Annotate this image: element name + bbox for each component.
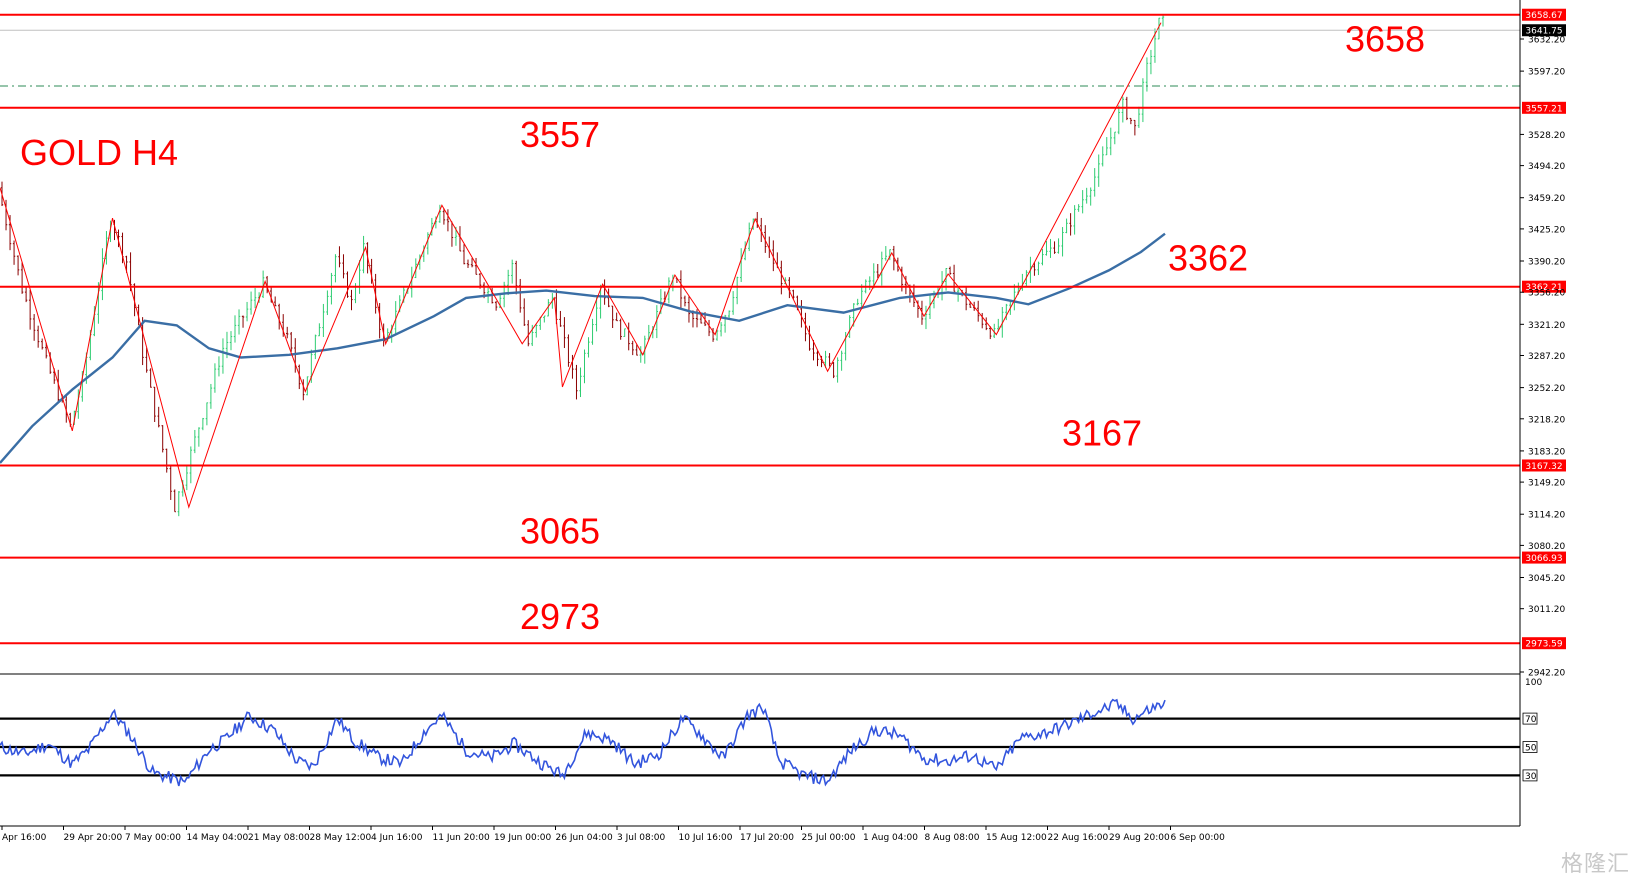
rsi-level-label: 70 xyxy=(1525,715,1537,725)
level-price-tag xyxy=(1522,551,1566,564)
level-price-tag-text: 2973.59 xyxy=(1525,640,1562,650)
y-tick-label: 3252.20 xyxy=(1528,384,1565,394)
x-tick-label: 29 Aug 20:00 xyxy=(1109,833,1170,843)
y-tick-label: 2942.20 xyxy=(1528,669,1565,679)
y-tick-label: 3218.20 xyxy=(1528,415,1565,425)
y-tick-label: 3183.20 xyxy=(1528,447,1565,457)
x-tick-label: 15 Aug 12:00 xyxy=(986,833,1047,843)
level-price-tag-text: 3167.32 xyxy=(1525,462,1562,472)
level-price-tag xyxy=(1522,637,1566,650)
x-tick-label: 22 Aug 16:00 xyxy=(1048,833,1109,843)
rsi-max-label: 100 xyxy=(1525,678,1542,688)
level-price-tag xyxy=(1522,101,1566,114)
level-price-tag xyxy=(1522,8,1566,21)
watermark-logo: 格隆汇 xyxy=(1560,852,1630,877)
level-price-tag-text: 3557.21 xyxy=(1525,104,1562,114)
x-tick-label: 8 Aug 08:00 xyxy=(925,833,980,843)
y-tick-label: 3321.20 xyxy=(1528,321,1565,331)
y-tick-label: 3114.20 xyxy=(1528,511,1565,521)
chart-title: GOLD H4 xyxy=(20,132,178,173)
y-tick-label: 3390.20 xyxy=(1528,258,1565,268)
x-tick-label: 25 Jul 00:00 xyxy=(802,833,856,843)
level-label: 3065 xyxy=(520,511,600,552)
x-tick-label: 14 May 04:00 xyxy=(187,833,249,843)
rsi-level-tag xyxy=(1522,741,1538,753)
level-price-tag-text: 3362.21 xyxy=(1525,283,1562,293)
level-price-tag xyxy=(1522,280,1566,293)
rsi-line xyxy=(0,698,1166,787)
level-price-tag xyxy=(1522,459,1566,472)
x-tick-label: Apr 16:00 xyxy=(2,833,47,843)
x-tick-label: 11 Jun 20:00 xyxy=(433,833,490,843)
level-label: 3557 xyxy=(520,114,600,155)
main-price-pane[interactable]: 3658 3557 3362 3167 3065 2973 xyxy=(0,13,1520,675)
rsi-level-label: 50 xyxy=(1525,744,1537,754)
x-tick-label: 19 Jun 00:00 xyxy=(494,833,551,843)
level-label: 3167 xyxy=(1062,412,1142,453)
y-tick-label: 3528.20 xyxy=(1528,131,1565,141)
x-tick-label: 29 Apr 20:00 xyxy=(64,833,123,843)
level-price-tag-text: 3066.93 xyxy=(1525,554,1562,564)
x-tick-label: 7 May 00:00 xyxy=(125,833,181,843)
y-tick-label: 3149.20 xyxy=(1528,479,1565,489)
level-label: 3658 xyxy=(1345,19,1425,60)
x-tick-label: 4 Jun 16:00 xyxy=(371,833,423,843)
level-label: 3362 xyxy=(1168,238,1248,279)
y-tick-label: 3632.20 xyxy=(1528,36,1565,46)
y-tick-label: 3045.20 xyxy=(1528,574,1565,584)
y-tick-label: 3287.20 xyxy=(1528,352,1565,362)
x-tick-label: 3 Jul 08:00 xyxy=(617,833,666,843)
x-tick-label: 28 May 12:00 xyxy=(310,833,372,843)
zigzag-line xyxy=(0,22,1162,509)
y-tick-label: 3494.20 xyxy=(1528,162,1565,172)
current-price-tag xyxy=(1522,24,1566,37)
y-tick-label: 3459.20 xyxy=(1528,194,1565,204)
y-tick-label: 3011.20 xyxy=(1528,605,1565,615)
x-tick-label: 21 May 08:00 xyxy=(248,833,310,843)
x-tick-label: 26 Jun 04:00 xyxy=(556,833,613,843)
x-tick-label: 1 Aug 04:00 xyxy=(863,833,918,843)
y-tick-label: 3356.20 xyxy=(1528,289,1565,299)
rsi-level-label: 30 xyxy=(1525,772,1537,782)
x-tick-label: 17 Jul 20:00 xyxy=(740,833,794,843)
level-price-tag-text: 3658.67 xyxy=(1525,11,1562,21)
y-tick-label: 3080.20 xyxy=(1528,542,1565,552)
current-price-tag-text: 3641.75 xyxy=(1525,27,1562,37)
x-tick-label: 10 Jul 16:00 xyxy=(679,833,733,843)
rsi-level-tag xyxy=(1522,769,1538,782)
level-label: 2973 xyxy=(520,596,600,637)
rsi-level-tag xyxy=(1522,712,1538,725)
rsi-pane[interactable]: 70 50 30 100 xyxy=(0,678,1542,787)
x-tick-label: 6 Sep 00:00 xyxy=(1171,833,1226,843)
y-tick-label: 3425.20 xyxy=(1528,225,1565,235)
price-axis[interactable]: 3658.67 3557.21 3362.21 3167.32 3066.93 2973.… xyxy=(1519,0,1566,826)
moving-average-line xyxy=(0,232,1166,464)
y-tick-label: 3597.20 xyxy=(1528,68,1565,78)
time-axis: Apr 16:00 29 Apr 20:00 7 May 00:00 14 May 0… xyxy=(0,825,1520,843)
